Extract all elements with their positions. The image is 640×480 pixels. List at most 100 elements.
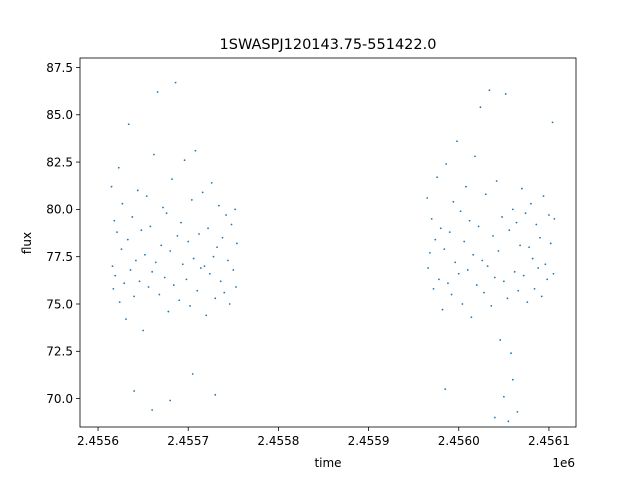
data-point [507,420,510,423]
data-point [120,248,123,251]
data-point [126,238,129,241]
data-point [205,314,208,317]
data-point [475,284,478,286]
data-point [136,189,139,192]
data-point [163,276,166,279]
x-tick-label: 2.4560 [438,434,480,448]
data-point [552,272,555,275]
data-point [123,282,126,285]
data-point [436,176,439,179]
x-tick-label: 2.4556 [77,434,119,448]
data-point [165,212,168,215]
data-point [199,267,202,269]
data-point [212,255,215,258]
data-point [445,163,448,165]
data-point [526,301,529,304]
data-point [154,261,157,264]
data-point [434,238,437,241]
data-point [214,393,217,396]
data-point [439,227,442,230]
x-tick-label: 2.4561 [528,434,570,448]
data-point [162,206,164,209]
y-axis-label: flux [20,232,34,254]
data-point [481,259,484,262]
data-point [493,416,496,419]
data-point [133,295,136,298]
data-point [551,121,554,124]
data-point [531,257,534,260]
data-point [208,272,211,275]
data-point [169,250,172,252]
data-point [497,250,500,252]
data-point [427,267,429,269]
data-point [477,225,480,228]
data-point [456,140,458,143]
x-axis-offset-label: 1e6 [552,456,575,470]
data-point [125,318,127,321]
data-point [196,289,199,292]
data-point [522,274,525,277]
data-point [169,399,172,402]
data-point [493,276,496,279]
data-point [515,221,518,224]
data-point [474,155,476,158]
data-point [432,287,435,290]
data-point [466,269,469,271]
data-point [116,231,118,233]
data-point [114,274,117,277]
plot-frame [79,57,577,428]
data-point [517,289,520,292]
data-point [185,278,188,281]
data-point [459,210,462,213]
data-point [221,236,224,239]
data-point [110,185,113,188]
data-point [426,197,429,199]
data-point [194,149,197,152]
data-point [232,269,235,271]
data-point [176,234,179,237]
data-point [131,216,134,218]
data-point [468,219,471,222]
data-point [472,253,475,256]
data-point [528,246,531,249]
x-tick-label: 2.4558 [257,434,299,448]
data-point [142,329,145,332]
y-tick-label: 75.0 [46,297,73,311]
data-point [160,244,163,247]
data-point [227,259,229,262]
data-point [542,195,545,198]
data-point [140,229,143,232]
data-point [117,166,120,169]
data-point [511,208,514,211]
data-point [178,299,181,302]
data-point [548,214,550,216]
data-point [217,204,220,207]
data-point [144,253,146,256]
data-point [112,287,115,290]
data-point [190,199,193,201]
y-tick-label: 85.0 [46,108,73,122]
data-point [198,233,200,235]
y-tick-label: 70.0 [46,392,73,406]
x-tick-label: 2.4557 [167,434,209,448]
data-point [234,208,237,211]
chart-title: 1SWASPJ120143.75-551422.0 [220,37,437,53]
data-point [210,181,213,184]
x-axis: 2.4556 2.4557 2.4558 2.4559 2.4560 2.4561 [77,427,570,448]
data-point [121,202,124,205]
data-point [443,248,446,251]
data-point [207,227,209,230]
data-point [172,284,175,286]
data-point [540,295,543,298]
data-point [181,263,184,266]
data-point [135,259,137,262]
data-point [549,242,552,245]
data-point [537,267,540,269]
data-point [457,272,460,275]
data-point [113,219,116,222]
data-point [504,93,507,95]
data-point [214,297,217,300]
data-point [187,240,190,243]
data-point [147,286,150,288]
data-point [470,316,473,319]
